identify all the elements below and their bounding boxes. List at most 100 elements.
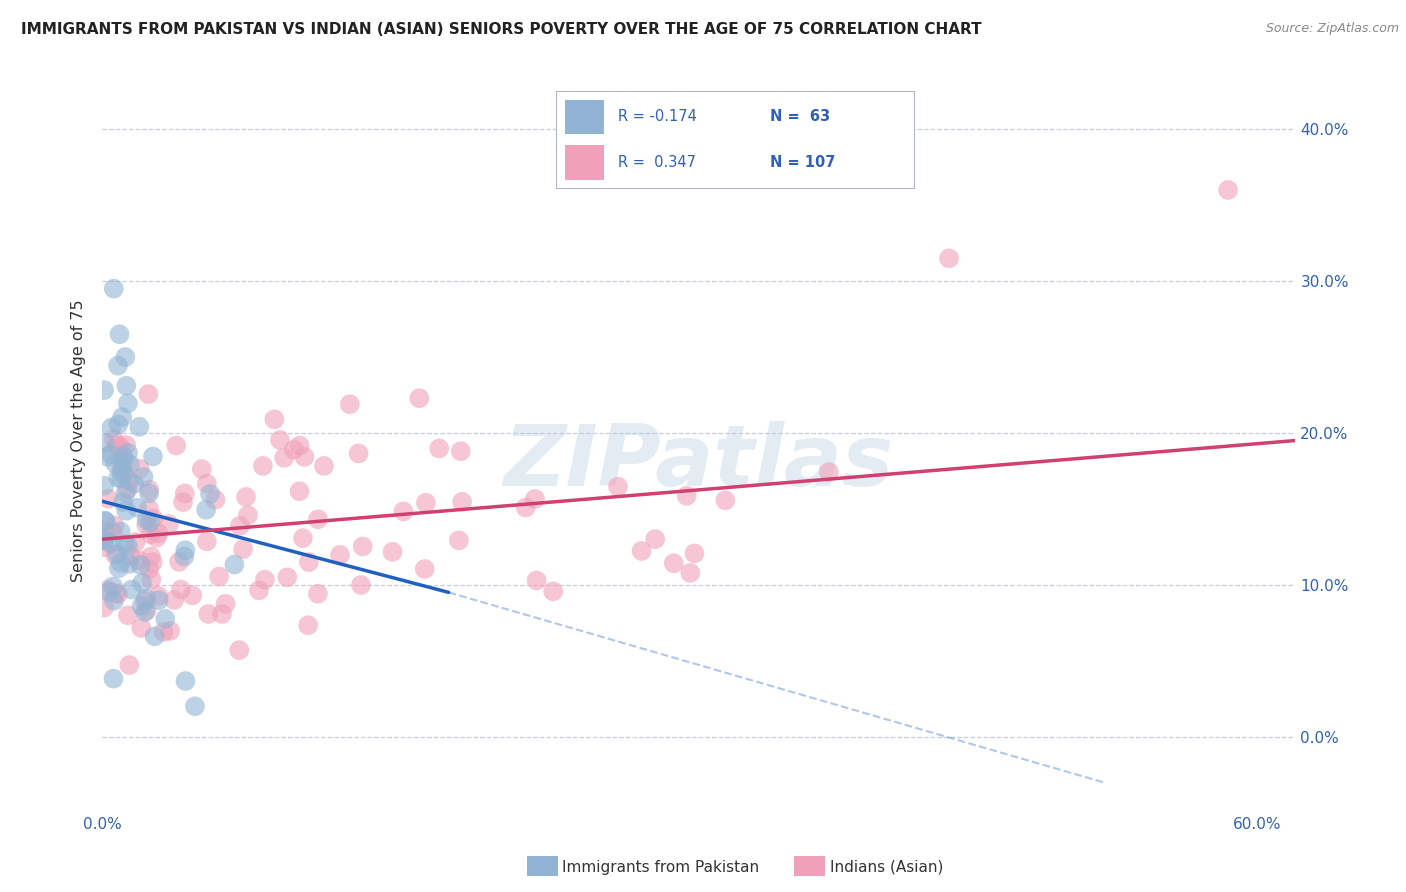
Point	[103, 518, 125, 533]
Point	[129, 621, 152, 635]
Point	[307, 512, 329, 526]
Point	[108, 327, 131, 342]
Point	[117, 446, 139, 460]
Point	[117, 396, 139, 410]
Point	[97, 491, 120, 506]
Point	[112, 454, 135, 468]
Point	[107, 471, 129, 485]
Point	[139, 549, 162, 564]
Point	[94, 514, 117, 528]
Point	[190, 462, 212, 476]
Text: Indians (Asian): Indians (Asian)	[830, 860, 943, 874]
Point	[100, 447, 122, 461]
Point	[283, 442, 305, 457]
Point	[145, 531, 167, 545]
Point	[523, 491, 546, 506]
Point	[120, 549, 142, 563]
Point	[108, 561, 131, 575]
Point	[269, 433, 291, 447]
Point	[159, 624, 181, 638]
Point	[263, 412, 285, 426]
Point	[141, 573, 163, 587]
Point	[1216, 183, 1239, 197]
Point	[101, 524, 124, 539]
Point	[683, 546, 706, 560]
Point	[450, 444, 472, 458]
Point	[115, 504, 138, 518]
Point	[148, 589, 170, 603]
Point	[97, 582, 120, 597]
Point	[134, 605, 156, 619]
Point	[94, 436, 117, 450]
Point	[112, 495, 135, 509]
Point	[118, 658, 141, 673]
Point	[347, 446, 370, 460]
Point	[118, 457, 141, 471]
Point	[247, 583, 270, 598]
Point	[107, 359, 129, 373]
Point	[139, 516, 162, 530]
Point	[111, 455, 134, 469]
Point	[298, 555, 321, 569]
Point	[174, 543, 197, 558]
Point	[112, 467, 135, 481]
Point	[415, 496, 437, 510]
Point	[630, 544, 652, 558]
Point	[350, 578, 373, 592]
Point	[148, 526, 170, 541]
Point	[128, 461, 150, 475]
Point	[526, 574, 548, 588]
Point	[103, 282, 125, 296]
Point	[142, 555, 165, 569]
Point	[211, 607, 233, 621]
Point	[134, 594, 156, 608]
Point	[451, 495, 474, 509]
Point	[197, 607, 219, 621]
Point	[208, 569, 231, 583]
Point	[98, 584, 121, 599]
Point	[607, 480, 630, 494]
Point	[204, 492, 226, 507]
Point	[105, 438, 128, 452]
Point	[139, 527, 162, 541]
Text: IMMIGRANTS FROM PAKISTAN VS INDIAN (ASIAN) SENIORS POVERTY OVER THE AGE OF 75 CO: IMMIGRANTS FROM PAKISTAN VS INDIAN (ASIA…	[21, 22, 981, 37]
Point	[818, 465, 841, 479]
Point	[135, 603, 157, 617]
Point	[228, 643, 250, 657]
Point	[541, 584, 564, 599]
Point	[103, 672, 125, 686]
Point	[142, 511, 165, 525]
Point	[938, 252, 960, 266]
Point	[195, 534, 218, 549]
Point	[128, 419, 150, 434]
Point	[232, 542, 254, 557]
Point	[447, 533, 470, 548]
Point	[112, 449, 135, 463]
Point	[142, 450, 165, 464]
Point	[129, 558, 152, 572]
Point	[644, 532, 666, 546]
Point	[288, 484, 311, 499]
Point	[105, 547, 128, 561]
Point	[224, 558, 246, 572]
Point	[181, 588, 204, 602]
Point	[195, 476, 218, 491]
Point	[93, 600, 115, 615]
Point	[172, 495, 194, 509]
Point	[157, 517, 180, 532]
Text: Source: ZipAtlas.com: Source: ZipAtlas.com	[1265, 22, 1399, 36]
Point	[413, 562, 436, 576]
Point	[118, 557, 141, 571]
Point	[131, 576, 153, 591]
Text: ZIPatlas: ZIPatlas	[503, 421, 894, 504]
Point	[236, 508, 259, 523]
Point	[115, 378, 138, 392]
Point	[291, 531, 314, 545]
Point	[198, 487, 221, 501]
Point	[307, 587, 329, 601]
Point	[143, 629, 166, 643]
Point	[104, 586, 127, 600]
Point	[107, 417, 129, 432]
Point	[273, 450, 295, 465]
Point	[675, 489, 697, 503]
